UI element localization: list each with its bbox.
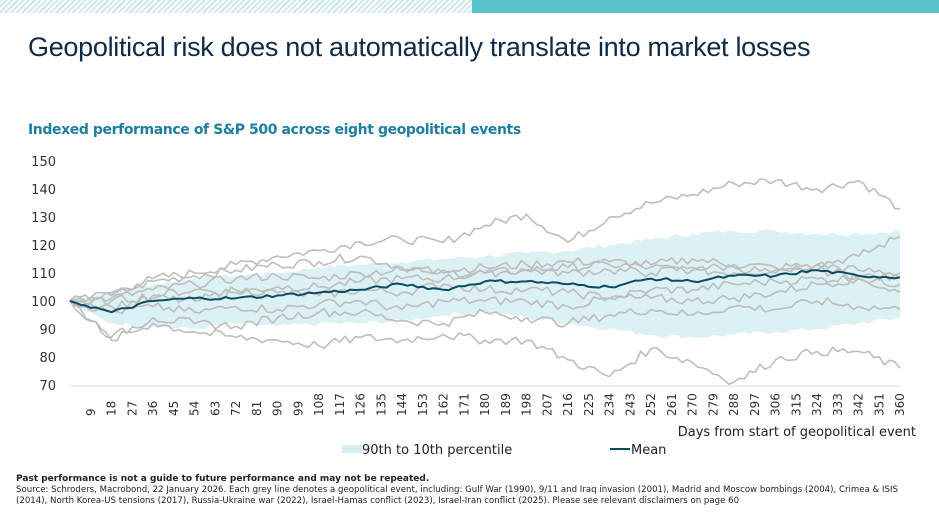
percentile-band-area — [70, 229, 900, 339]
x-tick-label: 297 — [748, 393, 762, 416]
legend-mean-label: Mean — [631, 443, 666, 458]
x-tick-label: 171 — [457, 393, 471, 416]
footer-source-line-2: (2014), North Korea-US tensions (2017), … — [16, 496, 740, 506]
x-tick-label: 342 — [852, 393, 866, 416]
event-line-7 — [69, 297, 901, 339]
x-tick-label: 63 — [208, 401, 222, 416]
x-tick-label: 90 — [271, 401, 285, 416]
x-tick-label: 315 — [789, 393, 803, 416]
x-tick-label: 261 — [665, 393, 679, 416]
x-tick-label: 225 — [582, 393, 596, 416]
x-tick-label: 126 — [354, 393, 368, 416]
x-tick-label: 189 — [499, 393, 513, 416]
footer-disclaimer: Past performance is not a guide to futur… — [16, 474, 430, 484]
x-tick-label: 234 — [603, 393, 617, 416]
x-tick-label: 279 — [706, 393, 720, 416]
x-tick-label: 81 — [250, 401, 264, 416]
x-tick-label: 72 — [229, 401, 243, 416]
event-line-3 — [69, 257, 901, 305]
legend: 90th to 10th percentile Mean — [342, 443, 666, 458]
footer-source-line-1: Source: Schroders, Macrobond, 22 January… — [16, 485, 898, 495]
x-tick-label: 162 — [437, 393, 451, 416]
legend-band-swatch — [342, 445, 362, 453]
x-tick-label: 288 — [727, 393, 741, 416]
x-tick-label: 117 — [333, 393, 347, 416]
x-tick-label: 198 — [520, 393, 534, 416]
y-tick-label: 150 — [31, 155, 56, 170]
x-tick-label: 270 — [686, 393, 700, 416]
x-tick-label: 351 — [872, 393, 886, 416]
x-tick-label: 54 — [188, 401, 202, 416]
event-line-5 — [69, 274, 901, 311]
chart-subtitle: Indexed performance of S&P 500 across ei… — [28, 122, 521, 138]
legend-band-label: 90th to 10th percentile — [362, 443, 512, 458]
x-tick-label: 207 — [540, 393, 554, 416]
x-axis-tick-labels: 9 18 27 36 45 54 63 72 81 90 99 108 117 126 135 144 153 1… — [84, 393, 907, 416]
y-tick-label: 80 — [39, 351, 56, 366]
x-tick-label: 252 — [644, 393, 658, 416]
x-tick-label: 216 — [561, 393, 575, 416]
event-line-1 — [69, 178, 901, 302]
header-accent-bar — [472, 0, 939, 13]
chart: 70 80 90 100 110 120 130 140 150 9 18 27 36 45 54 63 72… — [31, 155, 916, 458]
x-tick-label: 180 — [478, 393, 492, 416]
x-tick-label: 18 — [105, 401, 119, 416]
x-tick-label: 9 — [84, 408, 98, 416]
mean-line — [69, 269, 901, 314]
y-tick-label: 110 — [31, 267, 56, 282]
x-tick-label: 333 — [831, 393, 845, 416]
x-tick-label: 135 — [374, 393, 388, 416]
footer-notes: Past performance is not a guide to futur… — [16, 474, 926, 507]
percentile-band-layer — [70, 229, 900, 339]
page-title: Geopolitical risk does not automatically… — [28, 32, 811, 62]
y-tick-label: 100 — [31, 295, 56, 310]
x-tick-label: 324 — [810, 393, 824, 416]
y-tick-label: 130 — [31, 211, 56, 226]
y-tick-label: 140 — [31, 183, 56, 198]
x-tick-label: 243 — [623, 393, 637, 416]
x-tick-label: 36 — [146, 401, 160, 416]
x-tick-label: 144 — [395, 393, 409, 416]
header-stripe-pattern — [0, 0, 472, 13]
x-tick-label: 45 — [167, 401, 181, 416]
x-tick-label: 153 — [416, 393, 430, 416]
y-tick-label: 70 — [39, 379, 56, 394]
y-tick-label: 120 — [31, 239, 56, 254]
x-tick-label: 99 — [291, 401, 305, 416]
mean-line-layer — [69, 269, 901, 314]
event-line-4 — [69, 263, 901, 306]
x-tick-label: 108 — [312, 393, 326, 416]
y-tick-label: 90 — [39, 323, 56, 338]
y-axis-tick-labels: 70 80 90 100 110 120 130 140 150 — [31, 155, 56, 394]
x-tick-label: 306 — [769, 393, 783, 416]
event-line-8 — [69, 300, 901, 385]
x-tick-label: 27 — [125, 401, 139, 416]
x-axis-label: Days from start of geopolitical event — [678, 425, 916, 440]
x-tick-label: 360 — [893, 393, 907, 416]
event-line-6 — [69, 274, 901, 315]
